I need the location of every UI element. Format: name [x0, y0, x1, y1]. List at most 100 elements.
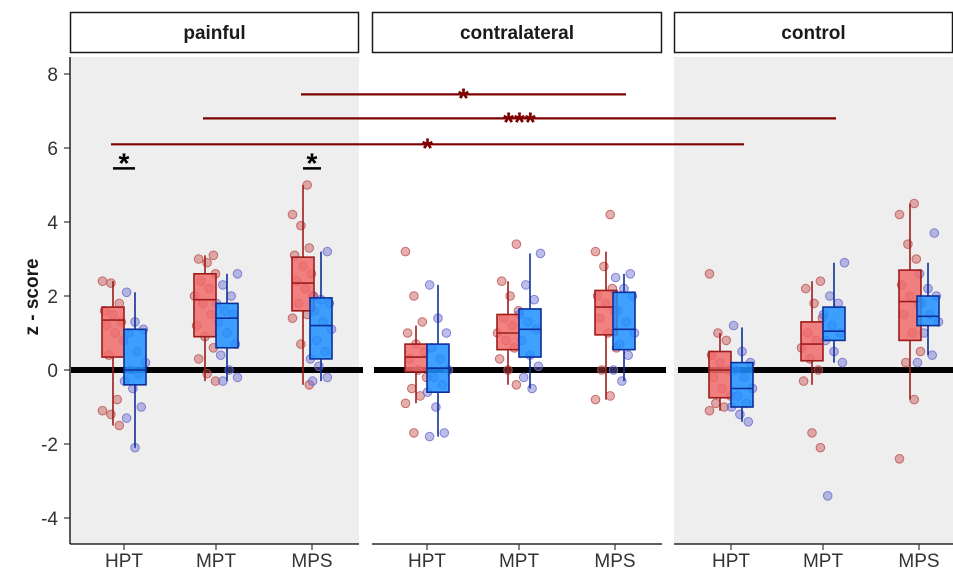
y-tick-label: -4: [41, 509, 58, 530]
box-painful-MPT-blue: [215, 302, 239, 349]
box-painful-MPS-blue: [309, 297, 333, 360]
point-painful-MPS-red: [304, 243, 315, 253]
point-control-HPT-red: [704, 405, 715, 416]
point-contralateral-HPT-red: [400, 246, 411, 257]
x-tick-label: MPS: [291, 551, 332, 569]
point-control-MPS-red: [909, 198, 920, 209]
point-contralateral-MPT-blue: [533, 361, 544, 372]
sig-label-between-2: *: [422, 132, 433, 163]
box-contralateral-HPT-red: [404, 343, 428, 373]
point-painful-HPT-blue: [136, 402, 147, 412]
point-control-MPS-red: [909, 394, 920, 405]
x-tick-label: MPT: [803, 551, 844, 569]
point-contralateral-HPT-blue: [431, 402, 441, 412]
point-painful-MPT-blue: [232, 269, 243, 279]
point-painful-HPT-blue: [121, 287, 132, 298]
boxplots: [101, 185, 940, 448]
point-painful-MPT-blue: [215, 350, 226, 361]
point-control-HPT-red: [704, 269, 715, 279]
point-contralateral-MPS-red: [590, 246, 601, 257]
strip-contralateral: [371, 11, 663, 54]
box-contralateral-MPT-red: [496, 313, 520, 351]
point-control-MPT-red: [813, 365, 824, 375]
point-painful-MPS-blue: [322, 372, 333, 383]
point-control-MPS-blue: [927, 350, 938, 361]
point-contralateral-HPT-blue: [424, 280, 435, 290]
point-contralateral-HPT-blue: [441, 328, 452, 338]
point-control-MPS-red: [894, 209, 905, 220]
point-painful-MPT-blue: [218, 376, 228, 386]
box-control-MPS-blue: [916, 295, 940, 327]
x-tick-label: HPT: [712, 551, 750, 569]
point-painful-MPS-red: [302, 180, 313, 190]
point-painful-MPT-blue: [224, 365, 234, 375]
sig-label-within-HPT: *: [119, 147, 130, 178]
point-painful-MPT-red: [202, 257, 212, 268]
x-tick-label: HPT: [105, 551, 143, 569]
point-painful-HPT-red: [114, 420, 125, 431]
point-control-MPS-red: [915, 346, 926, 357]
point-control-MPS-red: [911, 254, 922, 264]
point-painful-MPS-red: [296, 220, 306, 231]
point-painful-MPS-blue: [307, 376, 318, 386]
point-contralateral-MPT-red: [494, 354, 505, 364]
y-tick-label: 0: [47, 361, 58, 382]
point-contralateral-MPT-blue: [518, 372, 529, 383]
point-contralateral-MPS-red: [597, 365, 607, 375]
strip-label-contralateral: contralateral: [460, 23, 574, 44]
point-contralateral-HPT-red: [407, 383, 417, 394]
strip-label-control: control: [781, 23, 845, 44]
point-control-MPS-red: [901, 357, 911, 368]
point-contralateral-HPT-red: [402, 328, 413, 338]
point-contralateral-MPS-blue: [625, 269, 636, 279]
point-painful-MPS-red: [287, 313, 298, 324]
box-control-HPT-blue: [730, 361, 754, 408]
point-control-MPT-red: [809, 298, 819, 309]
point-control-MPS-red: [894, 454, 905, 464]
point-control-MPT-blue: [837, 357, 848, 368]
y-tick-label: 8: [47, 65, 58, 86]
point-contralateral-MPS-red: [605, 209, 616, 220]
point-control-MPS-red: [903, 239, 913, 249]
box-contralateral-MPS-blue: [612, 291, 636, 351]
point-painful-HPT-red: [97, 276, 108, 287]
point-painful-MPT-red: [193, 354, 204, 364]
point-painful-MPT-blue: [226, 291, 236, 301]
point-control-MPT-blue: [825, 291, 835, 301]
box-contralateral-MPT-blue: [518, 308, 542, 358]
point-control-MPT-red: [807, 428, 817, 438]
y-axis-label: z - score: [22, 258, 43, 335]
point-contralateral-MPT-red: [505, 291, 515, 301]
point-contralateral-MPT-blue: [521, 280, 531, 290]
point-control-MPT-red: [798, 376, 809, 386]
point-control-HPT-blue: [735, 409, 745, 420]
point-control-MPT-red: [815, 276, 826, 287]
point-painful-MPT-blue: [218, 280, 228, 290]
point-painful-MPT-red: [210, 376, 221, 386]
sig-label-within-MPS: *: [307, 147, 318, 178]
significance-annotations: * ******: [111, 82, 836, 178]
point-control-MPT-blue: [839, 257, 850, 268]
point-contralateral-MPS-blue: [623, 350, 634, 361]
point-painful-MPS-red: [287, 209, 298, 220]
point-control-MPT-red: [815, 442, 826, 453]
point-control-HPT-blue: [728, 320, 739, 331]
point-contralateral-MPT-blue: [529, 294, 540, 305]
point-control-HPT-red: [721, 335, 732, 346]
point-contralateral-MPS-blue: [610, 272, 621, 283]
box-control-MPT-red: [800, 321, 824, 362]
point-control-MPS-blue: [929, 228, 940, 238]
point-painful-MPT-red: [193, 254, 204, 264]
x-tick-label: MPT: [499, 551, 540, 569]
box-painful-MPT-red: [193, 272, 217, 338]
point-painful-HPT-red: [97, 405, 108, 416]
point-contralateral-HPT-red: [400, 398, 411, 409]
sig-label-between-1: ***: [503, 106, 536, 137]
point-painful-HPT-red: [106, 278, 116, 288]
point-painful-MPT-blue: [232, 372, 243, 383]
box-control-MPT-blue: [822, 306, 846, 342]
point-contralateral-MPT-blue: [527, 383, 537, 394]
point-contralateral-HPT-blue: [439, 428, 450, 438]
point-painful-MPS-red: [304, 380, 315, 390]
